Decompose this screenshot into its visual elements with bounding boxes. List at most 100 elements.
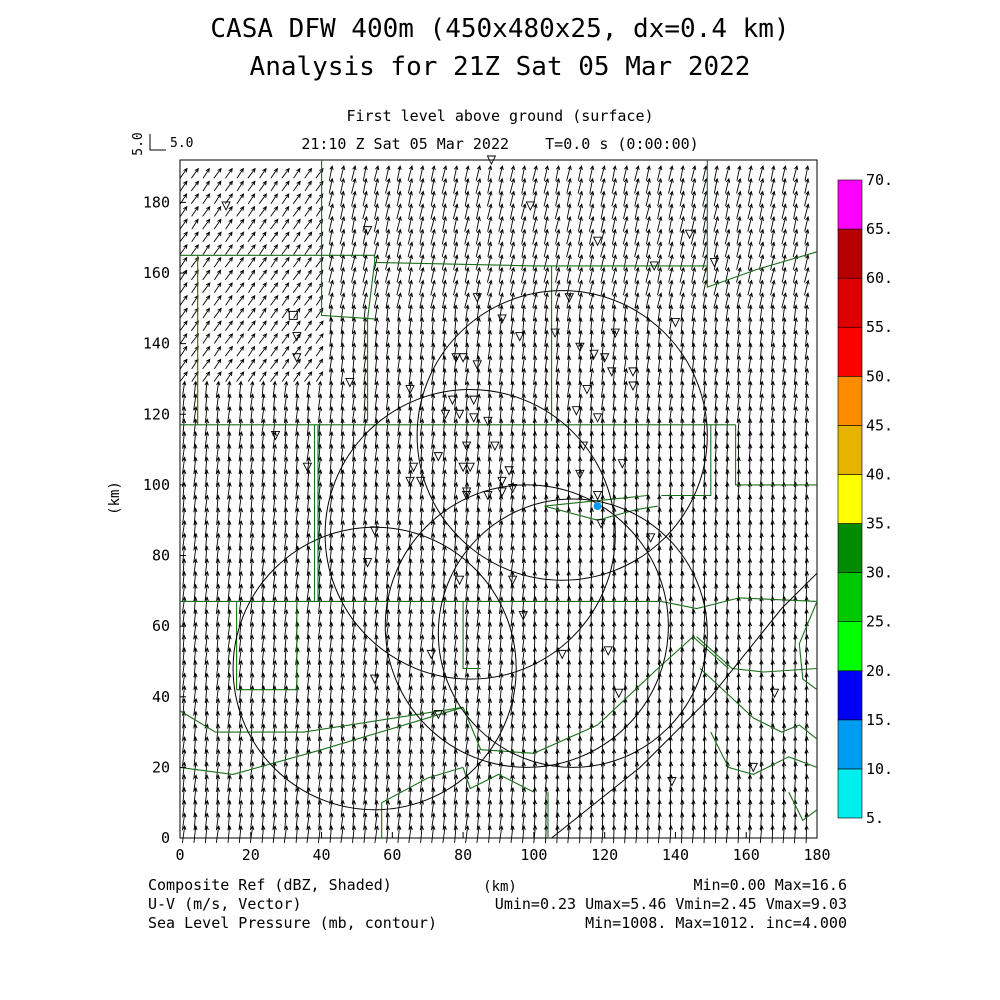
colorbar-label: 40. [866, 465, 893, 483]
y-tick-label: 160 [143, 264, 170, 282]
footer-reflectivity-range: Min=0.00 Max=16.6 [693, 876, 847, 894]
station-marker-triangle [490, 441, 500, 452]
y-tick-label: 0 [161, 829, 170, 847]
station-marker-triangle [599, 353, 610, 363]
county-line [798, 601, 818, 691]
y-tick-label: 140 [143, 335, 170, 353]
chart-subtitle-analysis-time: Analysis for 21Z Sat 05 Mar 2022 [249, 52, 751, 82]
station-marker-triangle [684, 229, 695, 240]
colorbar-label: 60. [866, 269, 893, 287]
station-marker-triangle [472, 293, 482, 303]
y-tick-label: 180 [143, 193, 170, 211]
station-marker-triangle [748, 762, 759, 773]
colorbar-swatch [837, 179, 863, 230]
sea-level-pressure-contours [551, 572, 818, 839]
station-marker-triangle [472, 360, 482, 370]
station-marker-triangle [617, 459, 628, 469]
x-tick-label: 100 [520, 846, 547, 864]
colorbar-label: 10. [866, 760, 893, 778]
station-marker-triangle [592, 491, 603, 501]
station-marker-triangle [628, 381, 638, 392]
colorbar-swatch [837, 719, 863, 770]
county-line [179, 706, 464, 775]
station-marker-triangle [454, 409, 465, 420]
y-tick-label: 60 [152, 617, 170, 635]
county-line [699, 668, 818, 740]
colorbar-swatch [837, 768, 863, 819]
station-marker-triangle [592, 413, 603, 423]
county-line [788, 791, 818, 822]
station-marker-triangle [451, 353, 461, 363]
station-marker-triangle [497, 476, 507, 487]
station-marker-triangle [461, 491, 472, 501]
station-marker-triangle [592, 236, 603, 247]
x-axis-label: (km) [483, 879, 517, 895]
footer-field-wind: U-V (m/s, Vector) [148, 895, 302, 913]
station-marker-triangle [292, 332, 302, 342]
county-line [735, 424, 817, 486]
colorbar-swatch [837, 326, 863, 377]
county-line [374, 261, 552, 267]
x-axis: 0 20 40 60 80 100 120 140 160 180 [175, 832, 831, 864]
reference-vector: 5.0 5.0 [131, 132, 193, 155]
station-marker-triangle [497, 314, 507, 324]
colorbar-label: 30. [866, 564, 893, 582]
station-marker-triangle [504, 466, 514, 476]
county-line [661, 597, 818, 610]
county-line [597, 635, 729, 726]
station-marker-triangle [369, 526, 380, 536]
station-marker-triangle [607, 367, 617, 377]
colorbar-label: 20. [866, 662, 893, 680]
station-marker-triangle [362, 226, 373, 236]
station-marker-triangle [575, 469, 585, 480]
station-marker-triangle [461, 441, 472, 452]
y-tick-label: 100 [143, 476, 170, 494]
station-marker-triangle [426, 649, 436, 660]
county-line [179, 706, 464, 733]
reflectivity-echoes [593, 502, 602, 511]
radar-site-square [288, 310, 298, 320]
station-marker-triangle [645, 533, 656, 543]
station-marker-triangle [649, 261, 659, 271]
colorbar-swatch [837, 474, 863, 524]
county-line [236, 601, 298, 691]
y-tick-label: 80 [152, 547, 170, 565]
x-tick-label: 40 [313, 846, 331, 864]
station-marker-triangle [221, 201, 231, 211]
y-tick-label: 120 [143, 405, 170, 423]
station-marker-triangle [415, 476, 426, 487]
wind-vectors [179, 165, 810, 844]
colorbar-label: 45. [866, 416, 893, 434]
station-marker-triangle [582, 385, 592, 395]
station-marker-triangle [405, 476, 415, 487]
colorbar-label: 35. [866, 515, 893, 533]
colorbar-swatch [837, 621, 863, 672]
pressure-contour [551, 572, 818, 839]
county-line [180, 254, 376, 263]
station-marker-triangle [571, 406, 582, 416]
reference-vector-label: 5.0 [170, 136, 193, 151]
y-axis-label: (km) [107, 481, 123, 515]
radar-range-rings [232, 290, 708, 811]
colorbar-label: 70. [866, 171, 893, 189]
station-marker-triangle [670, 317, 681, 328]
county-line [661, 424, 712, 497]
station-marker-triangle [362, 558, 373, 568]
colorbar-label: 65. [866, 220, 893, 238]
colorbar-label: 25. [866, 613, 893, 631]
station-marker-triangle [369, 674, 380, 685]
colorbar-label: 5. [866, 809, 884, 827]
footer-pressure-range: Min=1008. Max=1012. inc=4.000 [585, 914, 847, 932]
map-frame [179, 159, 818, 839]
wind-vector-field [179, 165, 810, 844]
station-marker-triangle [557, 649, 567, 660]
station-marker-triangle [596, 519, 606, 529]
station-marker-triangle [454, 575, 465, 586]
station-marker-triangle [610, 328, 621, 339]
station-marker-triangle [507, 575, 518, 586]
station-marker-triangle [550, 328, 560, 339]
county-line [321, 160, 375, 320]
station-marker-triangle [405, 385, 415, 395]
station-marker-triangle [408, 462, 419, 473]
y-axis: 0 20 40 60 80 100 120 140 160 180 [143, 193, 186, 847]
